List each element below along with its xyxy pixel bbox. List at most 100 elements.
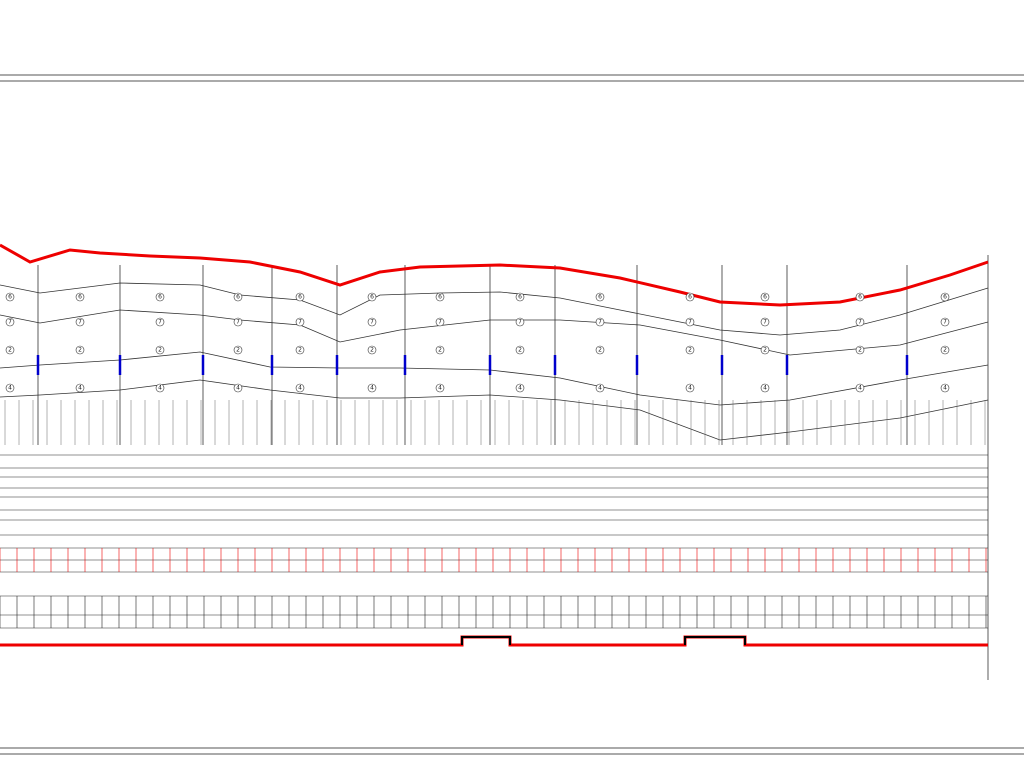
layer-label: 6 <box>598 294 602 301</box>
layer-label: 6 <box>370 294 374 301</box>
layer-marker <box>855 383 865 393</box>
track-line <box>0 635 988 647</box>
layer-label: 6 <box>438 294 442 301</box>
layer-label: 2 <box>158 347 162 354</box>
layer-marker <box>855 317 865 327</box>
layer-marker <box>685 317 695 327</box>
layer-label: 7 <box>8 319 12 326</box>
layer-label: 2 <box>370 347 374 354</box>
layer-label: 4 <box>158 385 162 392</box>
layer-label: 4 <box>858 385 862 392</box>
data-table <box>0 454 988 629</box>
layer-label: 4 <box>298 385 302 392</box>
layer-marker <box>595 317 605 327</box>
layer-label: 2 <box>236 347 240 354</box>
layer-marker <box>855 292 865 302</box>
layer-marker <box>515 317 525 327</box>
layer-marker <box>155 292 165 302</box>
layer-label: 2 <box>438 347 442 354</box>
layer-marker <box>5 345 15 355</box>
layer-label: 6 <box>943 294 947 301</box>
layer-marker <box>233 383 243 393</box>
layer-label: 7 <box>298 319 302 326</box>
layer-marker <box>760 317 770 327</box>
layer-label: 4 <box>598 385 602 392</box>
layer-marker <box>75 317 85 327</box>
layer-label: 4 <box>438 385 442 392</box>
layer-marker <box>940 292 950 302</box>
layer-marker <box>367 292 377 302</box>
layer-marker <box>685 292 695 302</box>
layer-marker <box>295 383 305 393</box>
layer-label: 6 <box>158 294 162 301</box>
layer-marker <box>435 292 445 302</box>
layer-marker <box>367 317 377 327</box>
layer-label: 7 <box>858 319 862 326</box>
layer-marker <box>75 292 85 302</box>
layer-label: 6 <box>518 294 522 301</box>
layer-label: 6 <box>236 294 240 301</box>
layer-label: 7 <box>518 319 522 326</box>
layer-labels: 6 6 6 6 6 6 6 6 6 6 6 6 6 7 7 7 7 7 7 7 7 7 7 7 7 7 2 2 2 2 2 2 2 2 2 2 2 2 2 4… <box>5 292 950 393</box>
layer-label: 2 <box>598 347 602 354</box>
layer-label: 2 <box>763 347 767 354</box>
layer-label: 6 <box>763 294 767 301</box>
layer-label: 7 <box>438 319 442 326</box>
layer-marker <box>515 383 525 393</box>
layer-marker <box>760 383 770 393</box>
layer-label: 4 <box>236 385 240 392</box>
layer-marker <box>295 317 305 327</box>
frame <box>0 74 1024 755</box>
layer-label: 7 <box>688 319 692 326</box>
layer-marker <box>685 345 695 355</box>
layer-label: 4 <box>688 385 692 392</box>
layer-marker <box>940 317 950 327</box>
layer-marker <box>515 345 525 355</box>
layer-marker <box>75 383 85 393</box>
layer-label: 7 <box>598 319 602 326</box>
layer-marker <box>5 292 15 302</box>
layer-label: 2 <box>688 347 692 354</box>
layer-marker <box>233 292 243 302</box>
layer-label: 4 <box>78 385 82 392</box>
layer-label: 6 <box>78 294 82 301</box>
layer-label: 2 <box>8 347 12 354</box>
layer-marker <box>760 292 770 302</box>
layer-marker <box>367 383 377 393</box>
layer-marker <box>595 292 605 302</box>
layer-marker <box>233 345 243 355</box>
layer-marker <box>5 383 15 393</box>
layer-label: 2 <box>943 347 947 354</box>
layer-label: 4 <box>763 385 767 392</box>
layer-label: 2 <box>298 347 302 354</box>
layer-label: 6 <box>858 294 862 301</box>
layer-marker <box>295 345 305 355</box>
layer-label: 2 <box>78 347 82 354</box>
layer-marker <box>435 383 445 393</box>
layer-label: 4 <box>518 385 522 392</box>
layer-marker <box>515 292 525 302</box>
layer-label: 2 <box>518 347 522 354</box>
layer-label: 4 <box>370 385 374 392</box>
layer-marker <box>595 383 605 393</box>
layer-boundaries <box>0 282 989 441</box>
layer-marker <box>295 292 305 302</box>
ground-line <box>0 243 989 307</box>
layer-label: 2 <box>858 347 862 354</box>
layer-label: 6 <box>298 294 302 301</box>
layer-label: 4 <box>8 385 12 392</box>
layer-marker <box>685 383 695 393</box>
layer-marker <box>940 383 950 393</box>
layer-marker <box>233 317 243 327</box>
layer-marker <box>435 317 445 327</box>
layer-label: 7 <box>370 319 374 326</box>
layer-marker <box>855 345 865 355</box>
layer-label: 7 <box>763 319 767 326</box>
layer-marker <box>940 345 950 355</box>
layer-marker <box>367 345 377 355</box>
layer-marker <box>5 317 15 327</box>
layer-marker <box>155 383 165 393</box>
layer-marker <box>760 345 770 355</box>
layer-label: 7 <box>78 319 82 326</box>
